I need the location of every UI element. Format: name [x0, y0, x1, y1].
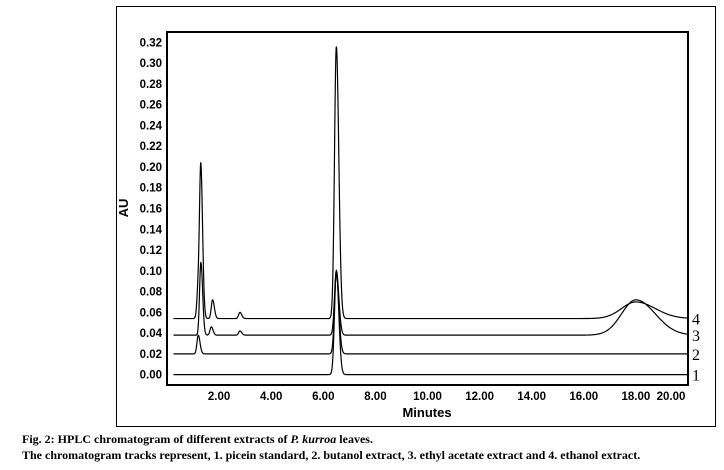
y-tick-label: 0.10: [140, 266, 162, 278]
y-tick-label: 0.30: [140, 58, 162, 70]
x-tick-label: 18.00: [622, 391, 651, 403]
y-tick-label: 0.00: [140, 370, 162, 382]
x-axis-title: Minutes: [402, 405, 451, 420]
figure-caption-title: Fig. 2: HPLC chromatogram of different e…: [22, 432, 373, 447]
y-tick-label: 0.08: [140, 287, 163, 299]
y-axis-title: AU: [116, 199, 131, 218]
x-tick-label: 4.00: [260, 391, 282, 403]
y-tick-label: 0.20: [140, 162, 162, 174]
y-tick-label: 0.14: [140, 224, 163, 236]
hplc-chromatogram: 0.00 0.02 0.04 0.06 0.08 0.10 0.12 0.14 0.16 0.18…: [116, 31, 700, 420]
plot-area: [166, 31, 689, 386]
trace-4: [173, 46, 689, 320]
track-label-3: 3: [692, 328, 700, 345]
figure-caption-note: The chromatogram tracks represent, 1. pi…: [22, 448, 641, 462]
y-tick-label: 0.04: [140, 328, 163, 340]
caption-title-suffix: leaves.: [336, 432, 373, 446]
y-tick-label: 0.06: [140, 307, 162, 319]
track-label-1: 1: [692, 368, 700, 385]
y-tick-label: 0.32: [140, 37, 162, 49]
y-tick-label: 0.24: [140, 120, 163, 132]
y-tick-label: 0.26: [140, 100, 162, 112]
x-tick-label: 16.00: [569, 391, 598, 403]
caption-title-prefix: Fig. 2: HPLC chromatogram of different e…: [22, 432, 291, 446]
y-tick-label: 0.18: [140, 183, 163, 195]
figure-frame: [116, 6, 716, 427]
y-tick-label: 0.12: [140, 245, 162, 257]
x-tick-label: 12.00: [465, 391, 494, 403]
trace-3: [173, 261, 689, 336]
caption-species: P. kurroa: [290, 432, 337, 446]
x-axis-ticks: 2.00 4.00 6.00 8.00 10.00 12.00 14.00 16.00 18.0…: [208, 391, 685, 403]
x-tick-label: 10.00: [413, 391, 442, 403]
track-label-2: 2: [692, 347, 700, 364]
trace-1: [173, 268, 688, 376]
x-tick-label: 20.00: [657, 391, 686, 403]
x-tick-label: 2.00: [208, 391, 230, 403]
plot-border: [166, 31, 689, 386]
y-tick-label: 0.16: [140, 204, 162, 216]
x-tick-label: 6.00: [312, 391, 334, 403]
trace-2: [173, 271, 688, 355]
track-labels: 1 2 34: [692, 312, 700, 385]
y-tick-label: 0.02: [140, 349, 162, 361]
chromatogram-traces: [173, 46, 689, 376]
track-label-4: 4: [692, 312, 700, 329]
y-tick-label: 0.22: [140, 141, 162, 153]
y-tick-label: 0.28: [140, 79, 163, 91]
x-tick-label: 14.00: [517, 391, 546, 403]
y-axis-ticks: 0.00 0.02 0.04 0.06 0.08 0.10 0.12 0.14 0.16 0.18…: [140, 37, 163, 381]
x-tick-label: 8.00: [364, 391, 386, 403]
